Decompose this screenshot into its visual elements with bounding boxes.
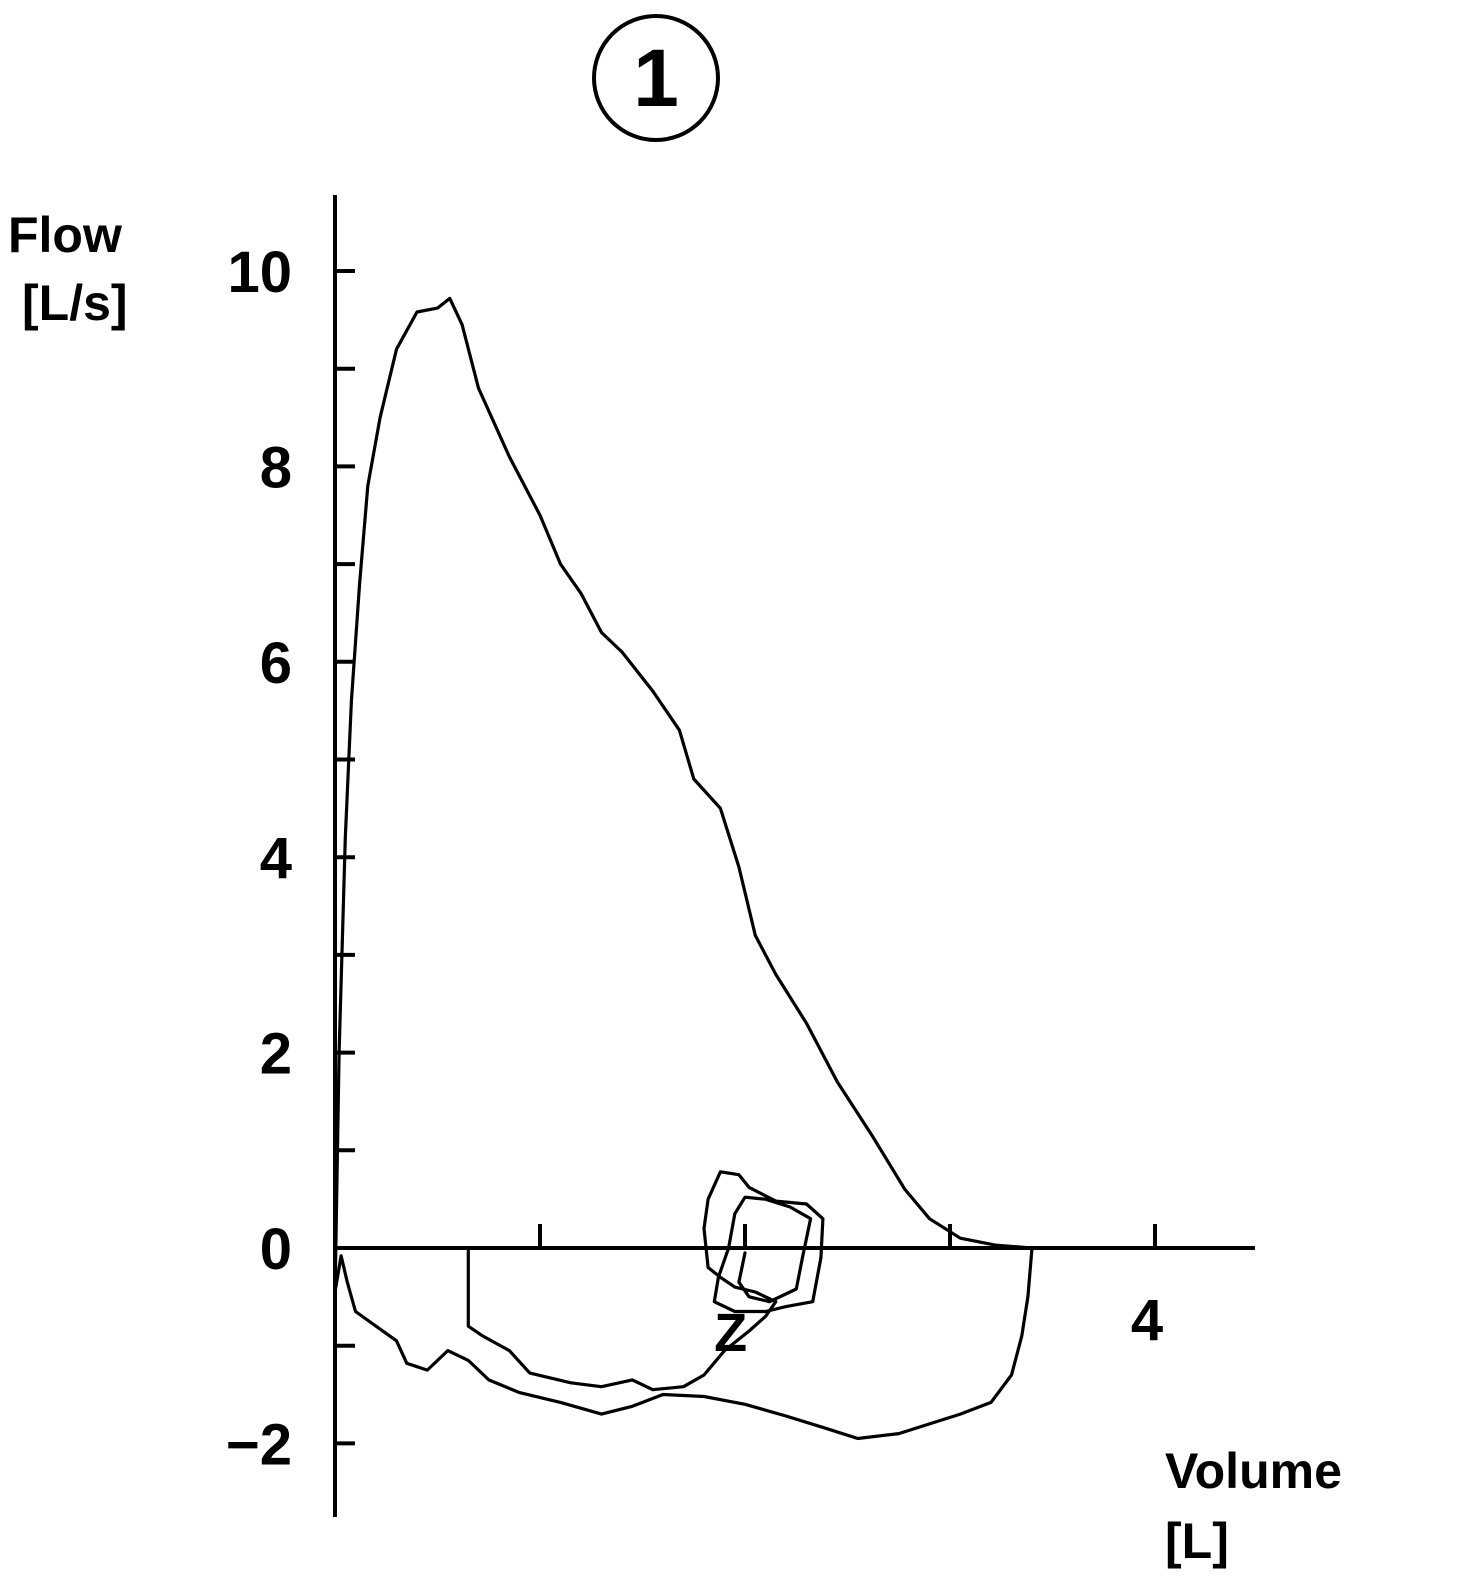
title-circle — [592, 14, 720, 142]
y-tick-label: 8 — [260, 435, 292, 500]
y-axis-label: Flow — [8, 207, 122, 263]
y-tick-labels: 10 8 6 4 2 0 −2 — [226, 240, 292, 1477]
series-line-1 — [333, 296, 1034, 1299]
series-line-2 — [333, 1246, 1034, 1441]
x-ticks — [538, 1224, 1157, 1248]
x-tick-label: 4 — [1131, 1288, 1163, 1353]
y-tick-label: 6 — [260, 631, 292, 696]
series-group — [333, 296, 1034, 1441]
chart-title-digit: 1 — [633, 33, 679, 124]
y-tick-label: 4 — [260, 826, 292, 891]
annotations: Z — [714, 1303, 747, 1363]
x-axis-label: Volume — [1165, 1443, 1342, 1499]
y-tick-label: 0 — [260, 1217, 292, 1282]
annotation-label: Z — [714, 1303, 747, 1363]
y-axis-unit: [L/s] — [22, 275, 128, 331]
y-tick-label: 10 — [227, 240, 292, 305]
x-tick-labels: 4 — [1131, 1288, 1163, 1353]
y-ticks — [335, 269, 355, 1446]
series-line-3 — [466, 1170, 825, 1392]
y-tick-label: 2 — [260, 1022, 292, 1087]
y-tick-label: −2 — [226, 1412, 292, 1477]
x-axis-unit: [L] — [1165, 1513, 1229, 1569]
